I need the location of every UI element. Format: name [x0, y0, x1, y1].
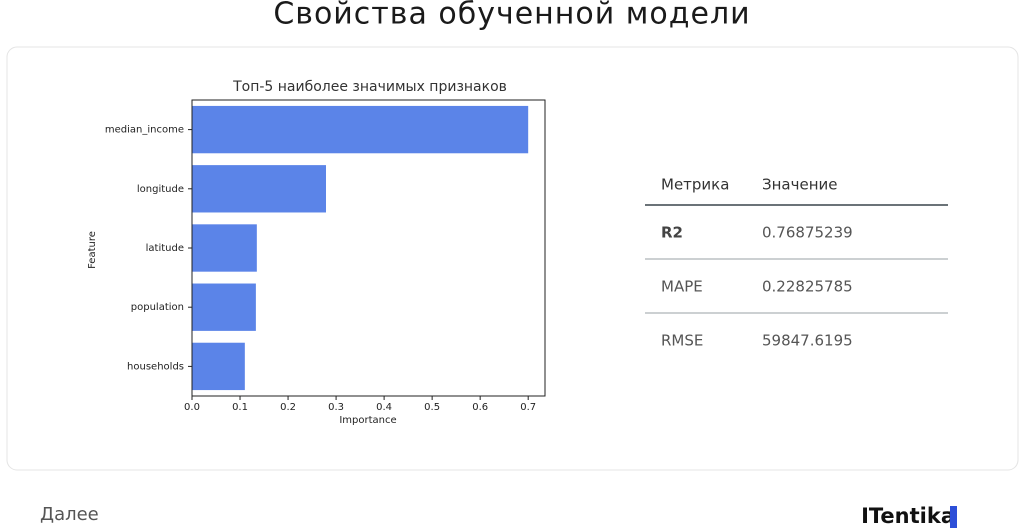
table-cell: MAPE: [661, 278, 703, 296]
bar: [192, 283, 256, 331]
table-cell: R2: [661, 224, 683, 242]
y-tick-label: latitude: [146, 243, 184, 254]
bar: [192, 342, 245, 391]
metrics-table: Метрика Значение R2 0.76875239 MAPE 0.2282578…: [645, 176, 948, 350]
column-header: Значение: [762, 176, 838, 194]
x-tick-label: 0.3: [328, 402, 344, 413]
bar: [192, 224, 257, 272]
y-tick-label: longitude: [137, 184, 184, 195]
y-axis-label: Feature: [87, 231, 98, 269]
x-tick-label: 0.7: [520, 402, 536, 413]
table-cell: 0.22825785: [762, 278, 853, 296]
table-cell: 0.76875239: [762, 224, 853, 242]
x-tick-label: 0.0: [184, 402, 200, 413]
y-tick-label: population: [131, 302, 184, 313]
plot: 0.0 0.1 0.2 0.3 0.4 0.5 0.6 0.7 median_incomelon…: [105, 105, 536, 413]
y-tick-label: median_income: [105, 125, 184, 136]
column-header: Метрика: [661, 176, 729, 194]
x-tick-label: 0.6: [472, 402, 488, 413]
table-cell: 59847.6195: [762, 332, 853, 350]
logo-accent: [950, 506, 957, 528]
plot-frame: [191, 99, 546, 397]
y-tick-label: households: [127, 361, 184, 372]
x-axis-label: Importance: [339, 415, 396, 426]
chart-title: Топ-5 наиболее значимых признаков: [232, 79, 507, 95]
bar: [192, 105, 529, 154]
logo: ITentika: [861, 504, 955, 528]
x-tick-label: 0.2: [280, 402, 296, 413]
next-button[interactable]: Далее: [40, 504, 99, 525]
table-cell: RMSE: [661, 332, 703, 350]
bar: [192, 165, 326, 213]
x-tick-label: 0.1: [232, 402, 248, 413]
x-tick-label: 0.5: [424, 402, 440, 413]
page-title: Свойства обученной модели: [273, 0, 750, 32]
x-tick-label: 0.4: [376, 402, 392, 413]
